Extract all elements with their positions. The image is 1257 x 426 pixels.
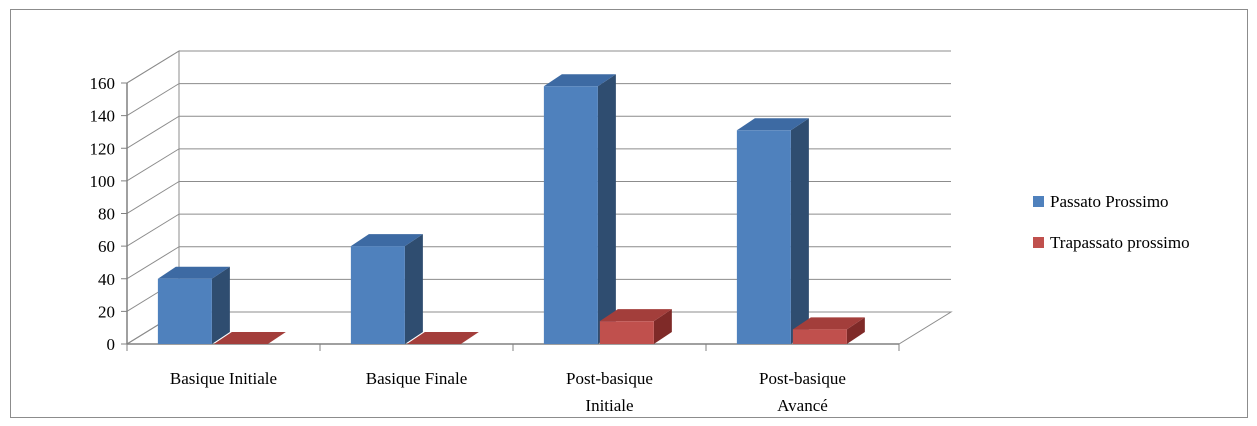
bar-top (157, 266, 230, 279)
bar-top (213, 332, 286, 344)
gridline-side (126, 115, 180, 149)
gridline-side (126, 181, 180, 214)
bar-top (406, 332, 479, 344)
x-category-label: Post-basique (566, 369, 653, 388)
x-category-label: Basique Finale (366, 369, 468, 388)
bar (157, 278, 212, 344)
legend: Passato Prossimo Trapassato prossimo (1033, 192, 1190, 252)
legend-label: Passato Prossimo (1050, 192, 1169, 211)
bar (350, 246, 405, 344)
y-tick-label: 100 (90, 172, 116, 191)
legend-swatch (1033, 237, 1044, 248)
y-tick-label: 140 (90, 107, 116, 126)
x-category-label: Post-basique (759, 369, 846, 388)
gridline-side (126, 83, 180, 117)
bar-side (597, 74, 616, 344)
x-category-label: Basique Initiale (170, 369, 277, 388)
bar (792, 329, 847, 344)
y-tick-label: 0 (107, 335, 116, 354)
x-category-label: Initiale (585, 396, 633, 415)
bar-top (599, 309, 672, 322)
bar-top (350, 234, 423, 247)
y-tick-label: 40 (98, 270, 115, 289)
bar (599, 321, 654, 344)
y-tick-label: 60 (98, 237, 115, 256)
y-tick-label: 160 (90, 74, 116, 93)
x-category-label: Avancé (777, 396, 828, 415)
y-tick-label: 80 (98, 205, 115, 224)
gridline-side (126, 213, 180, 247)
chart-frame: 0 20 40 60 80 100 120 140 160 Basique Initiale Ba… (10, 9, 1248, 418)
bar-side (404, 234, 423, 344)
gridline-side (126, 246, 180, 280)
chart-walls (125, 50, 953, 345)
bar-top (792, 317, 865, 330)
bar-side (211, 266, 230, 344)
bar-side (846, 317, 865, 344)
bar-side (653, 309, 672, 344)
gridline-side (126, 50, 180, 84)
y-axis-ticks: 0 20 40 60 80 100 120 140 160 (90, 74, 127, 354)
bar (736, 130, 791, 344)
bar-top (543, 74, 616, 87)
bar (543, 86, 598, 344)
bar-side (790, 118, 809, 345)
bar-top (736, 118, 809, 131)
y-tick-label: 20 (98, 302, 115, 321)
legend-label: Trapassato prossimo (1050, 233, 1190, 252)
bars (157, 74, 865, 345)
gridlines (126, 50, 951, 345)
legend-swatch (1033, 196, 1044, 207)
x-axis-labels: Basique Initiale Basique Finale Post-basiq… (170, 369, 846, 415)
gridline-side (126, 148, 180, 182)
y-tick-label: 120 (90, 139, 116, 158)
